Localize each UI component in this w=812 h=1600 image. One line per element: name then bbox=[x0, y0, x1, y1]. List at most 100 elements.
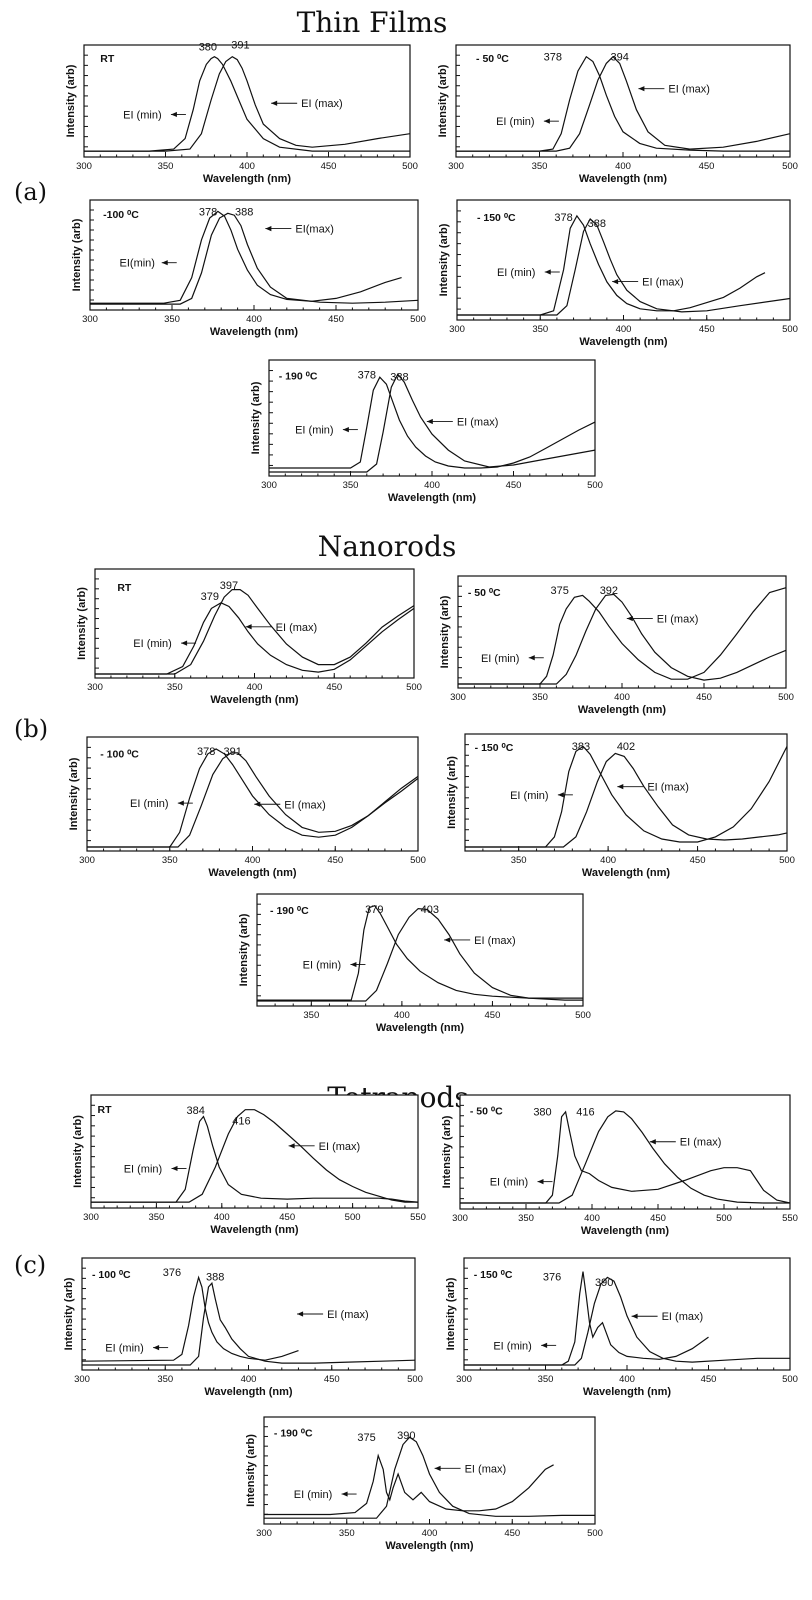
ei-max-arrow-head bbox=[245, 624, 252, 630]
ei-max-arrow-head bbox=[612, 279, 619, 285]
x-tick-label: 350 bbox=[532, 324, 548, 335]
series-line-ei-max bbox=[95, 589, 415, 675]
temperature-label: RT bbox=[117, 582, 132, 594]
x-tick-label: 450 bbox=[699, 161, 715, 172]
x-tick-label: 500 bbox=[575, 1010, 591, 1021]
x-tick-label: 400 bbox=[241, 1374, 257, 1385]
peak-label: 375 bbox=[357, 1432, 375, 1444]
peak-label: 402 bbox=[617, 741, 635, 753]
x-tick-label: 300 bbox=[456, 1374, 472, 1385]
ei-min-arrow-head bbox=[341, 1491, 348, 1497]
x-axis-label: Wavelength (nm) bbox=[578, 704, 667, 716]
x-tick-label: 350 bbox=[303, 1010, 319, 1021]
y-axis-label: Intensity (arb) bbox=[63, 1277, 75, 1350]
ei-max-label: EI (max) bbox=[284, 799, 326, 811]
x-tick-label: 350 bbox=[511, 855, 527, 866]
ei-max-arrow-head bbox=[426, 418, 433, 425]
x-tick-label: 350 bbox=[339, 1528, 355, 1539]
series-line-ei-max bbox=[465, 752, 788, 848]
peak-label: 416 bbox=[232, 1115, 250, 1127]
series-line-ei-max bbox=[458, 593, 787, 685]
ei-max-label: EI (max) bbox=[668, 84, 710, 96]
peak-label: 403 bbox=[421, 904, 439, 916]
ei-max-arrow-head bbox=[271, 100, 278, 106]
x-tick-label: 350 bbox=[164, 314, 180, 325]
temperature-label: - 150 ⁰C bbox=[474, 1269, 513, 1281]
x-tick-label: 400 bbox=[247, 682, 263, 693]
peak-label: 392 bbox=[600, 585, 618, 597]
peak-label: 379 bbox=[201, 591, 219, 603]
chart-frame bbox=[464, 733, 788, 852]
series-line-ei-max bbox=[264, 1436, 595, 1519]
series-line-ei-min bbox=[465, 745, 788, 848]
temperature-label: - 190 ⁰C bbox=[279, 370, 318, 382]
peak-label: 390 bbox=[397, 1430, 415, 1442]
series-line-ei-max bbox=[91, 1109, 418, 1203]
series-line-ei-max bbox=[84, 55, 411, 152]
series-line-ei-max bbox=[464, 1276, 790, 1366]
ei-min-arrow-head bbox=[543, 118, 550, 124]
chart-frame bbox=[90, 1094, 419, 1209]
series-line-ei-min bbox=[269, 376, 596, 469]
x-axis-label: Wavelength (nm) bbox=[203, 173, 292, 185]
x-tick-label: 400 bbox=[424, 480, 440, 491]
ei-max-label: EI (max) bbox=[647, 782, 689, 794]
series-line-ei-max bbox=[269, 373, 596, 473]
series-line-ei-max bbox=[87, 752, 419, 848]
x-tick-label: 450 bbox=[701, 1374, 717, 1385]
x-tick-label: 450 bbox=[279, 1212, 295, 1223]
temperature-label: - 100 ⁰C bbox=[100, 748, 139, 760]
chart-c1: 300 350 400 450 500 550 Wavelength (nm) Intensi… bbox=[72, 1094, 426, 1236]
peak-label: 378 bbox=[197, 746, 215, 758]
x-tick-label: 550 bbox=[410, 1212, 426, 1223]
x-tick-label: 500 bbox=[406, 682, 422, 693]
temperature-label: - 190 ⁰C bbox=[274, 1428, 313, 1440]
peak-label: 378 bbox=[544, 52, 562, 64]
y-axis-label: Intensity (arb) bbox=[250, 381, 262, 454]
x-tick-label: 400 bbox=[422, 1528, 438, 1539]
x-tick-label: 450 bbox=[690, 855, 706, 866]
x-tick-label: 450 bbox=[696, 692, 712, 703]
ei-max-label: EI (max) bbox=[327, 1309, 369, 1321]
ei-max-arrow-head bbox=[265, 226, 272, 232]
x-tick-label: 400 bbox=[214, 1212, 230, 1223]
chart-frame bbox=[94, 568, 415, 679]
chart-frame bbox=[455, 44, 791, 158]
series-line-ei-min bbox=[84, 56, 410, 152]
temperature-label: - 150 ⁰C bbox=[475, 742, 514, 754]
peak-label: 376 bbox=[163, 1267, 181, 1279]
x-tick-label: 350 bbox=[157, 1374, 173, 1385]
x-tick-label: 350 bbox=[518, 1213, 534, 1224]
x-tick-label: 450 bbox=[327, 855, 343, 866]
ei-max-label: EI (max) bbox=[642, 277, 684, 289]
series-line-ei-min bbox=[456, 55, 790, 152]
temperature-label: - 190 ⁰C bbox=[270, 905, 309, 917]
x-tick-label: 300 bbox=[76, 161, 92, 172]
y-axis-label: Intensity (arb) bbox=[446, 756, 458, 829]
x-tick-label: 450 bbox=[650, 1213, 666, 1224]
ei-min-arrow-head bbox=[528, 655, 535, 661]
chart-frame bbox=[86, 736, 419, 852]
ei-max-label: EI (max) bbox=[680, 1137, 722, 1149]
peak-label: 390 bbox=[595, 1277, 613, 1289]
chart-frame bbox=[268, 359, 596, 477]
temperature-label: - 150 ⁰C bbox=[477, 212, 516, 224]
chart-c2: 300 350 400 450 500 550 Wavelength (nm) Intensi… bbox=[441, 1094, 798, 1237]
section-letter-a: (a) bbox=[14, 178, 47, 206]
x-tick-label: 350 bbox=[167, 682, 183, 693]
x-tick-label: 400 bbox=[584, 1213, 600, 1224]
x-tick-label: 450 bbox=[321, 161, 337, 172]
y-axis-label: Intensity (arb) bbox=[441, 1115, 453, 1188]
ei-max-label: EI (max) bbox=[319, 1141, 361, 1153]
ei-min-label: EI (min) bbox=[481, 653, 519, 665]
peak-label: 375 bbox=[551, 585, 569, 597]
ei-min-arrow-head bbox=[177, 800, 184, 806]
ei-max-label: EI (max) bbox=[474, 935, 516, 947]
x-tick-label: 350 bbox=[538, 1374, 554, 1385]
x-tick-label: 450 bbox=[504, 1528, 520, 1539]
y-axis-label: Intensity (arb) bbox=[437, 64, 449, 137]
x-axis-label: Wavelength (nm) bbox=[581, 1225, 670, 1237]
x-tick-label: 300 bbox=[83, 1212, 99, 1223]
x-tick-label: 450 bbox=[328, 314, 344, 325]
x-tick-label: 500 bbox=[410, 855, 426, 866]
